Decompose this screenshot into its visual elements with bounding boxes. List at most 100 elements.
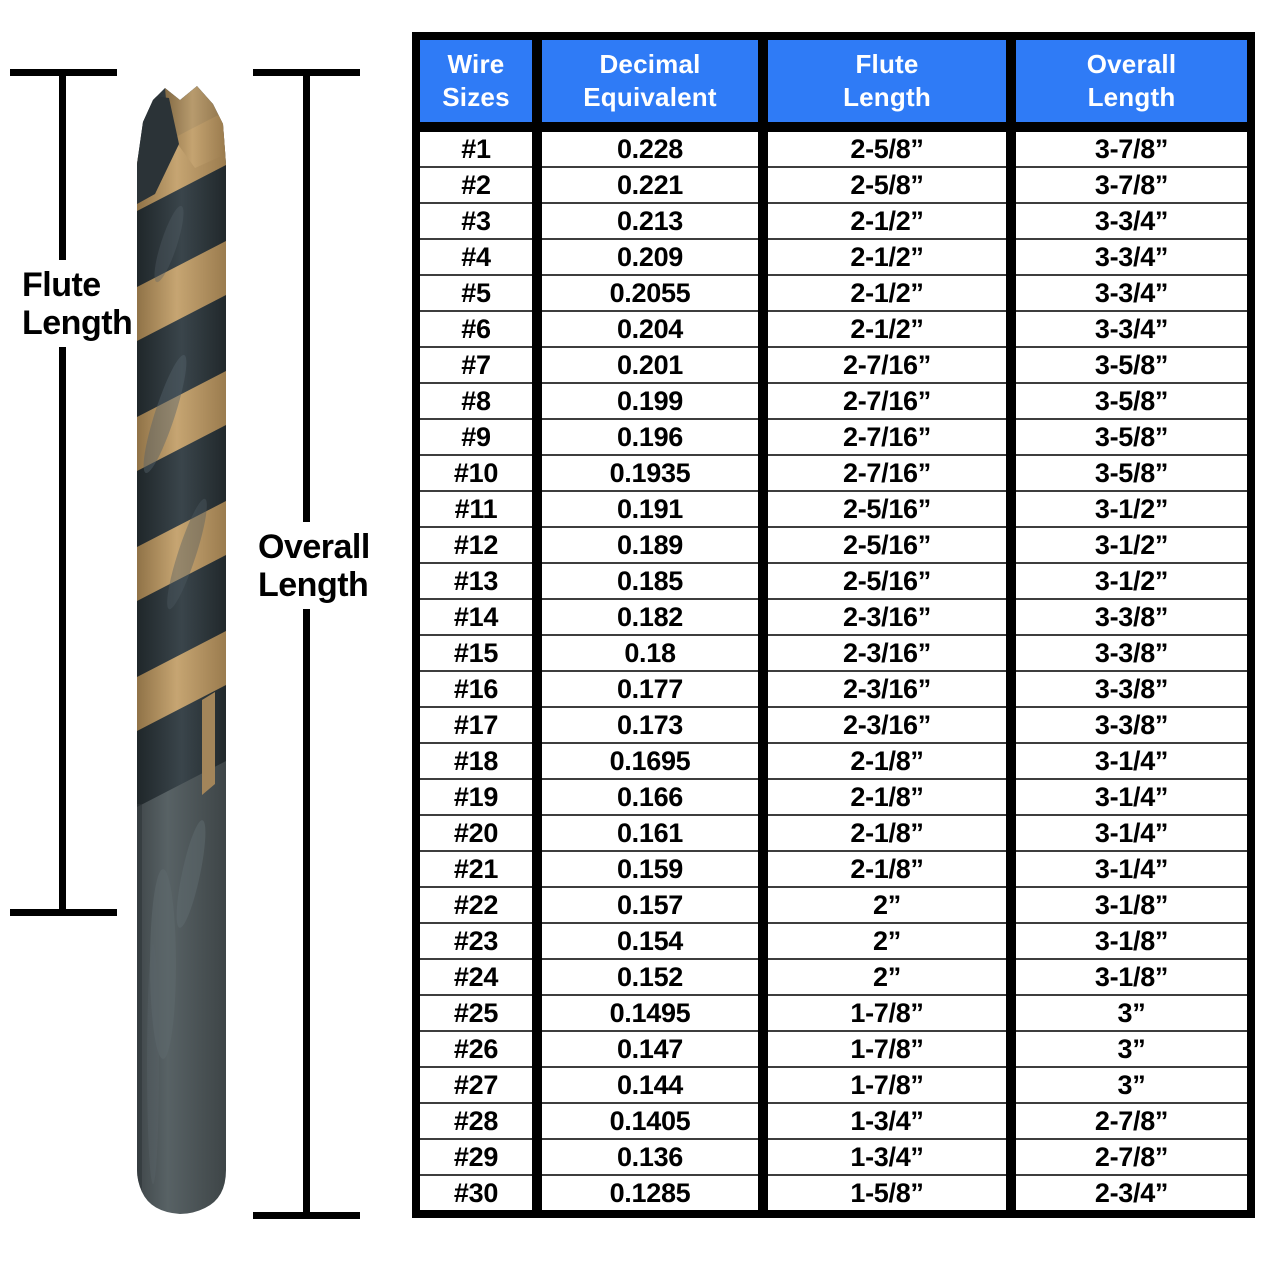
table-cell: 3-3/4” (1016, 238, 1247, 274)
flute-length-label-line2: Length (22, 304, 133, 342)
table-cell: 0.166 (542, 778, 758, 814)
overall-length-line-lower (303, 609, 310, 1219)
table-cell: 2” (768, 922, 1006, 958)
table-cell: 2-3/16” (768, 670, 1006, 706)
table-cell: 1-7/8” (768, 1066, 1006, 1102)
header-line: Length (1087, 82, 1176, 112)
table-cell: #6 (420, 310, 532, 346)
table-cell: 3-1/4” (1016, 778, 1247, 814)
table-cell: #30 (420, 1174, 532, 1210)
table-cell: 2-3/16” (768, 634, 1006, 670)
flute-length-bottom-cap (10, 909, 117, 916)
table-cell: 3-5/8” (1016, 454, 1247, 490)
table-cell: 3-1/2” (1016, 490, 1247, 526)
table-cell: 2-7/16” (768, 346, 1006, 382)
table-cell: 3-1/2” (1016, 526, 1247, 562)
table-cell: 3” (1016, 994, 1247, 1030)
header-line: Overall (1086, 49, 1177, 79)
table-column-flute-length: Flute Length 2-5/8” 2-5/8” 2-1/2” 2-1/2” 2-1… (768, 40, 1006, 1210)
table-cell: 1-7/8” (768, 994, 1006, 1030)
table-cell: 0.213 (542, 202, 758, 238)
table-cell: #9 (420, 418, 532, 454)
table-column-overall-length: Overall Length 3-7/8” 3-7/8” 3-3/4” 3-3/4” 3… (1016, 40, 1247, 1210)
table-cell: 2-7/16” (768, 418, 1006, 454)
table-cell: #24 (420, 958, 532, 994)
table-cell: 3-3/8” (1016, 634, 1247, 670)
table-cell: 2-5/8” (850, 133, 924, 164)
table-cell: #14 (420, 598, 532, 634)
header-line: Sizes (442, 82, 510, 112)
flute-length-line-lower (59, 347, 66, 916)
table-cell: 2-1/2” (768, 238, 1006, 274)
column-header-wire-sizes: Wire Sizes (420, 40, 532, 132)
table-cell: 0.191 (542, 490, 758, 526)
drill-bit-image (137, 86, 226, 1214)
table-cell: #10 (420, 454, 532, 490)
table-cell: 3-3/8” (1016, 706, 1247, 742)
table-cell: 2-5/16” (768, 490, 1006, 526)
table-cell: 3-1/8” (1016, 886, 1247, 922)
table-cell: #17 (420, 706, 532, 742)
header-line: Wire (447, 49, 505, 79)
table-cell: 0.177 (542, 670, 758, 706)
table-cell: 3-5/8” (1016, 346, 1247, 382)
column-header-decimal-equivalent: Decimal Equivalent (542, 40, 758, 132)
table-cell: #8 (420, 382, 532, 418)
table-cell: 2-1/8” (768, 742, 1006, 778)
table-cell: #25 (420, 994, 532, 1030)
header-line: Equivalent (583, 82, 717, 112)
table-cell: 0.209 (542, 238, 758, 274)
table-cell: 0.152 (542, 958, 758, 994)
table-cell: 0.159 (542, 850, 758, 886)
table-cell: #13 (420, 562, 532, 598)
drill-size-table: Wire Sizes #1 #2 #3 #4 #5 #6 #7 #8 #9 #10 #11 #12 #1… (412, 32, 1255, 1218)
table-cell: 0.1285 (542, 1174, 758, 1210)
table-cell: 3-1/4” (1016, 742, 1247, 778)
table-cell: #28 (420, 1102, 532, 1138)
table-cell: 2-1/2” (768, 274, 1006, 310)
table-cell: 0.1495 (542, 994, 758, 1030)
table-cell: 0.204 (542, 310, 758, 346)
table-cell: 2-1/2” (768, 202, 1006, 238)
table-cell: 0.173 (542, 706, 758, 742)
table-cell: 1-3/4” (768, 1102, 1006, 1138)
table-cell: 3” (1016, 1066, 1247, 1102)
table-cell: 1-5/8” (768, 1174, 1006, 1210)
table-cell: 3-3/4” (1016, 202, 1247, 238)
table-cell: 0.1695 (542, 742, 758, 778)
table-cell: #5 (420, 274, 532, 310)
table-cell: 2-7/16” (768, 382, 1006, 418)
table-cell: 3-3/4” (1016, 310, 1247, 346)
table-cell: #15 (420, 634, 532, 670)
overall-length-label-line1: Overall (258, 528, 370, 566)
table-cell: #18 (420, 742, 532, 778)
table-cell: 2-7/8” (1016, 1138, 1247, 1174)
table-cell: 3-7/8” (1094, 133, 1169, 164)
table-cell: #19 (420, 778, 532, 814)
table-cell: 2-1/8” (768, 778, 1006, 814)
drill-bit-shank (137, 692, 226, 1214)
table-cell: 0.2055 (542, 274, 758, 310)
table-column-wire-sizes: Wire Sizes #1 #2 #3 #4 #5 #6 #7 #8 #9 #10 #11 #12 #1… (420, 40, 532, 1210)
table-cell: #29 (420, 1138, 532, 1174)
table-cell: #12 (420, 526, 532, 562)
table-cell: #16 (420, 670, 532, 706)
table-cell: #22 (420, 886, 532, 922)
table-cell: 2-3/4” (1016, 1174, 1247, 1210)
table-cell: 0.157 (542, 886, 758, 922)
table-cell: 2-7/16” (768, 454, 1006, 490)
table-cell: #11 (420, 490, 532, 526)
table-cell: 2-3/16” (768, 706, 1006, 742)
table-cell: 0.18 (542, 634, 758, 670)
overall-length-bottom-cap (253, 1212, 360, 1219)
table-cell: #26 (420, 1030, 532, 1066)
table-cell: 3-1/2” (1016, 562, 1247, 598)
table-cell: 2-5/8” (768, 166, 1006, 202)
table-cell: 2-1/8” (768, 814, 1006, 850)
table-cell: 2-1/8” (768, 850, 1006, 886)
table-cell: 2-3/16” (768, 598, 1006, 634)
table-cell: 2-1/2” (768, 310, 1006, 346)
table-cell: 1-7/8” (768, 1030, 1006, 1066)
table-cell: #23 (420, 922, 532, 958)
